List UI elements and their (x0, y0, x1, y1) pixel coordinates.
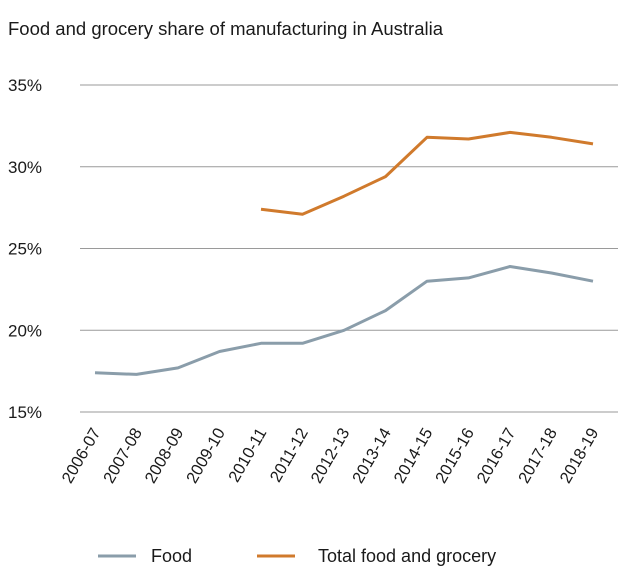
y-tick-label: 15% (8, 403, 42, 422)
y-axis-ticks: 15% 20% 25% 30% 35% (8, 76, 42, 422)
x-axis-ticks: 2006-072007-082008-092009-102010-112011-… (59, 425, 603, 486)
x-tick-label: 2015-16 (432, 425, 478, 486)
x-tick-label: 2008-09 (142, 425, 188, 486)
x-tick-label: 2018-19 (557, 425, 603, 486)
x-tick-label: 2012-13 (308, 425, 354, 486)
x-tick-label: 2006-07 (59, 425, 105, 486)
series-lines (94, 130, 594, 376)
x-tick-label: 2013-14 (349, 425, 395, 486)
y-tick-label: 25% (8, 240, 42, 259)
series-line-total-food-and-grocery (260, 130, 594, 216)
grid-lines (80, 84, 618, 413)
chart-title: Food and grocery share of manufacturing … (8, 18, 443, 39)
x-tick-label: 2017-18 (515, 425, 561, 486)
x-tick-label: 2014-15 (391, 425, 437, 486)
series-line-food (94, 265, 594, 376)
y-tick-label: 30% (8, 158, 42, 177)
legend-label: Food (151, 546, 192, 566)
x-tick-label: 2011-12 (267, 425, 312, 485)
x-tick-label: 2010-11 (225, 425, 270, 485)
y-tick-label: 35% (8, 76, 42, 95)
x-tick-label: 2007-08 (100, 425, 146, 486)
legend: Food Total food and grocery (98, 546, 496, 566)
y-tick-label: 20% (8, 321, 42, 340)
x-tick-label: 2016-17 (474, 425, 520, 486)
x-tick-label: 2009-10 (183, 425, 229, 486)
legend-label: Total food and grocery (318, 546, 496, 566)
